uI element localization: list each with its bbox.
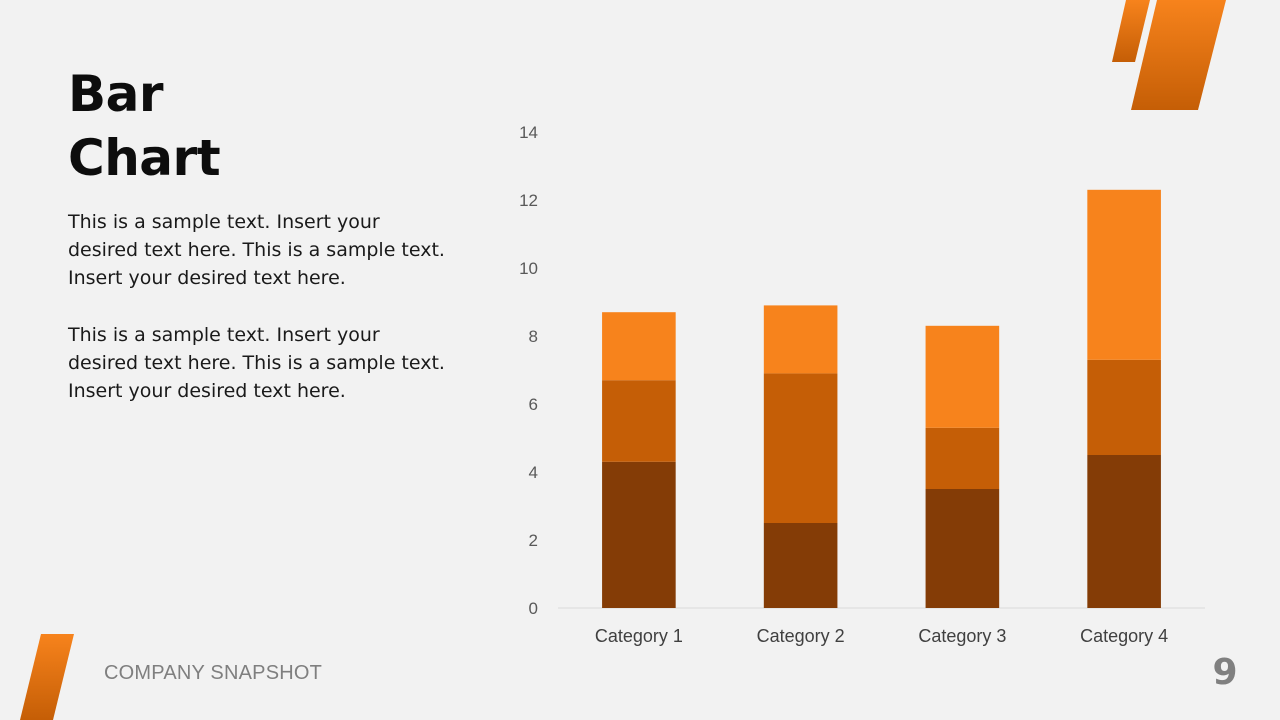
x-category-label: Category 2 xyxy=(757,626,845,646)
bar-segment-cat2-series3 xyxy=(763,305,838,374)
accent-slash-small xyxy=(1112,0,1150,62)
bar-segment-cat1-series2 xyxy=(602,380,676,462)
footer-company-label: COMPANY SNAPSHOT xyxy=(104,662,323,684)
accent-slash-large xyxy=(1131,0,1226,110)
y-tick-label: 14 xyxy=(519,123,538,142)
y-tick-label: 2 xyxy=(529,531,538,550)
x-category-label: Category 4 xyxy=(1080,626,1168,646)
accent-slash-bottom xyxy=(20,634,74,720)
bar-segment-cat1-series1 xyxy=(602,461,676,608)
x-category-label: Category 3 xyxy=(918,626,1006,646)
bar-segment-cat1-series3 xyxy=(602,312,676,381)
y-tick-label: 8 xyxy=(529,327,538,346)
slide-title: Bar Chart xyxy=(68,62,221,190)
x-axis-labels: Category 1 Category 2 Category 3 Category 4 xyxy=(595,626,1168,646)
body-paragraph-2: This is a sample text. Insert your desir… xyxy=(68,324,445,402)
bar-segment-cat4-series2 xyxy=(1087,359,1161,455)
bar-segment-cat2-series1 xyxy=(763,523,838,608)
y-tick-label: 6 xyxy=(529,395,538,414)
title-line-2: Chart xyxy=(68,129,221,187)
y-tick-label: 4 xyxy=(529,463,538,482)
title-line-1: Bar xyxy=(68,65,164,123)
bar-segment-cat3-series1 xyxy=(925,489,1000,608)
bar-segment-cat2-series2 xyxy=(763,373,838,523)
y-tick-label: 12 xyxy=(519,191,538,210)
bar-segment-cat3-series2 xyxy=(925,427,1000,489)
page-number: 9 xyxy=(1212,652,1238,693)
bar-segment-cat3-series3 xyxy=(925,325,1000,428)
body-paragraph-1: This is a sample text. Insert your desir… xyxy=(68,211,445,289)
bar-segment-cat4-series3 xyxy=(1087,189,1161,360)
bar-segment-cat4-series1 xyxy=(1087,455,1161,608)
bar-series xyxy=(602,189,1161,608)
y-tick-label: 0 xyxy=(529,599,538,618)
y-tick-label: 10 xyxy=(519,259,538,278)
y-axis-ticks: 0 2 4 6 8 10 12 14 xyxy=(519,123,538,618)
x-category-label: Category 1 xyxy=(595,626,683,646)
